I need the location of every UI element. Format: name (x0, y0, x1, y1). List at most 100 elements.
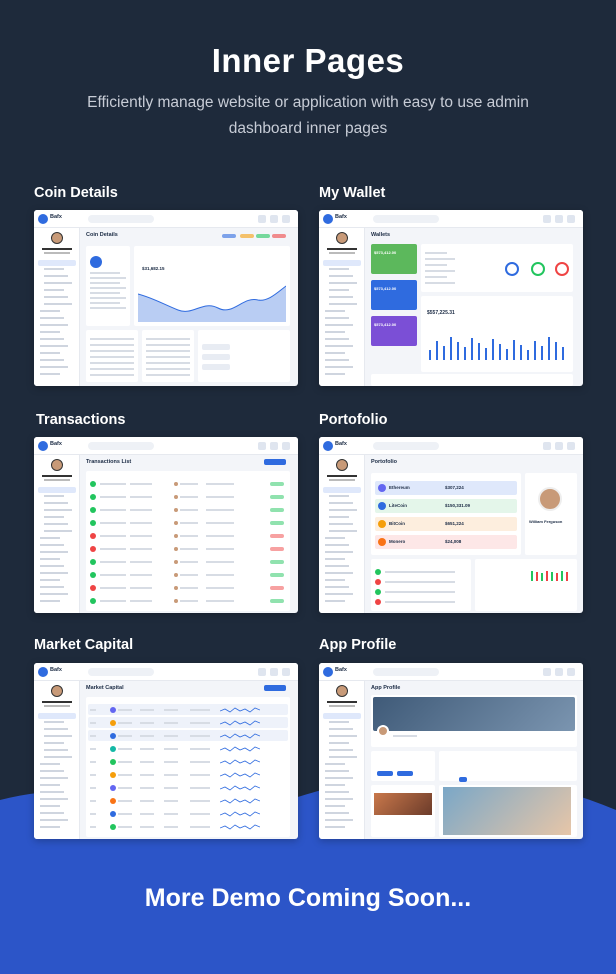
sidebar-item (325, 826, 345, 828)
sidebar-item (40, 819, 68, 821)
post-button (459, 777, 467, 782)
sidebar-item (325, 572, 353, 574)
text-line (425, 282, 455, 284)
status-icon (90, 546, 96, 552)
sidebar-item (329, 495, 349, 497)
status-icon (90, 507, 96, 513)
coin-name: Monero (389, 539, 406, 544)
row-rank (90, 735, 96, 737)
user-avatar (174, 547, 178, 551)
coin-change (164, 735, 178, 737)
thumb-title: Wallets (371, 232, 391, 238)
coin-icon (110, 746, 116, 752)
page-title: Inner Pages (211, 42, 405, 79)
sidebar-item (329, 509, 357, 511)
sidebar-item (40, 572, 68, 574)
tx-amount (206, 574, 234, 576)
coin-icon (110, 785, 116, 791)
post-image (443, 787, 571, 835)
sidebar-item (44, 282, 72, 284)
coin-details-preview[interactable]: Bafx Coin Details $31,682.15 (34, 210, 298, 386)
sidebar-item (325, 551, 353, 553)
status-icon (90, 520, 96, 526)
coin-name (118, 735, 132, 737)
header-icon (258, 215, 266, 223)
app-profile-preview[interactable]: Bafx App Profile (319, 663, 583, 839)
sidebar-item (40, 537, 60, 539)
avatar (51, 232, 63, 244)
tx-id (100, 509, 126, 511)
profile-photo (538, 487, 562, 511)
new-button (264, 685, 286, 691)
tx-user (180, 535, 198, 537)
bar (527, 350, 529, 360)
wallet-amount: $573,412.00 (374, 286, 397, 291)
tx-status-badge (270, 521, 284, 525)
coin-name (118, 722, 132, 724)
tx-id (100, 535, 126, 537)
tx-user (180, 574, 198, 576)
sidebar-item (325, 593, 353, 595)
avatar (336, 459, 348, 471)
sidebar-item (329, 749, 353, 751)
user-avatar (174, 573, 178, 577)
user-avatar (174, 586, 178, 590)
status-icon (90, 598, 96, 604)
tx-amount (206, 496, 234, 498)
sidebar-item (40, 586, 64, 588)
sidebar-item (325, 359, 349, 361)
bar (492, 339, 494, 360)
status-icon (90, 585, 96, 591)
top-bar (319, 437, 583, 455)
wallet-card (371, 280, 417, 310)
coin-price (140, 813, 154, 815)
table-row (146, 338, 190, 340)
tx-amount (206, 548, 234, 550)
tx-amount (206, 509, 234, 511)
summary-bar (536, 572, 538, 581)
activity-row (385, 601, 455, 603)
profile-avatar (377, 725, 389, 737)
coin-icon (110, 759, 116, 765)
sparkline (220, 785, 260, 791)
coin-price (140, 722, 154, 724)
status-icon (90, 533, 96, 539)
sidebar-item (329, 735, 357, 737)
quick-trade-input (202, 364, 230, 370)
logo-text: Bafx (335, 441, 347, 447)
sidebar-item (325, 338, 349, 340)
sidebar-item (40, 373, 60, 375)
market-capital-preview[interactable]: Bafx Market Capital (34, 663, 298, 839)
header-icon (258, 442, 266, 450)
sidebar-item (40, 565, 64, 567)
tx-date (130, 509, 152, 511)
sidebar-user-name (42, 701, 72, 703)
bar (562, 347, 564, 360)
bar (443, 346, 445, 360)
sidebar-item (44, 530, 72, 532)
thumb-title: Portofolio (371, 459, 397, 465)
sidebar-item (44, 289, 64, 291)
text-line (90, 277, 126, 279)
label-portofolio: Portofolio (319, 412, 388, 428)
sidebar-item (325, 600, 345, 602)
my-wallet-preview[interactable]: Bafx Wallets $573,412.00 $573,412.00 $573,41… (319, 210, 583, 386)
coin-volume (190, 748, 210, 750)
sidebar-user-name (327, 475, 357, 477)
price-area-chart (138, 285, 286, 322)
portofolio-preview[interactable]: Bafx Portofolio Ethereum $307,224 LiteCoin $1… (319, 437, 583, 613)
coin-name: Ethereum (389, 485, 410, 490)
tx-date (130, 535, 152, 537)
header-icon (282, 215, 290, 223)
sparkline (220, 759, 260, 765)
logo-icon (323, 441, 333, 451)
profile-button (377, 771, 393, 776)
sidebar-item (329, 502, 353, 504)
transactions-preview[interactable]: Bafx Transactions List (34, 437, 298, 613)
search-input (373, 668, 439, 676)
row-rank (90, 813, 96, 815)
coin-price (140, 826, 154, 828)
progress-ring (505, 262, 519, 276)
coin-change (164, 813, 178, 815)
row-rank (90, 800, 96, 802)
